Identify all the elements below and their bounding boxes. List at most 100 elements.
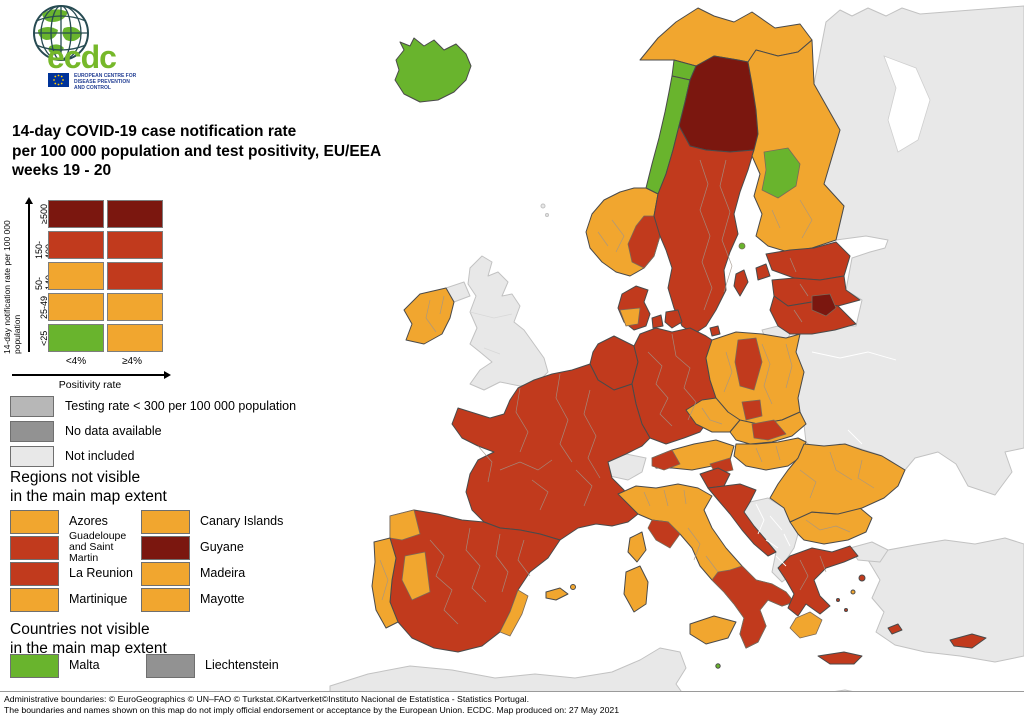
matrix-cell xyxy=(107,231,163,259)
map-title: 14-day COVID-19 case notification rate p… xyxy=(12,122,381,181)
footer-line-2: The boundaries and names shown on this m… xyxy=(4,704,620,715)
legend-swatch-no-data xyxy=(10,420,54,442)
matrix-cell xyxy=(48,200,104,228)
legend-item-malta: Malta xyxy=(10,653,146,678)
matrix-cells xyxy=(48,200,163,352)
matrix-cell xyxy=(48,324,104,352)
region-ireland xyxy=(403,287,455,345)
rate-positivity-matrix-legend: 14-day notification rate per 100 000 pop… xyxy=(0,196,190,396)
region-galicia xyxy=(389,509,421,541)
legend-item-liechtenstein: Liechtenstein xyxy=(146,653,321,678)
footer-line-1: Administrative boundaries: © EuroGeograp… xyxy=(4,694,529,704)
matrix-cell xyxy=(48,231,104,259)
region-austria-west xyxy=(651,449,681,471)
region-turkey-thrace xyxy=(849,541,889,563)
region-estonia xyxy=(765,241,851,281)
region-romania xyxy=(769,443,906,523)
region-spain-west xyxy=(401,551,431,601)
legend-item-la-reunion: La Reunion xyxy=(10,561,141,586)
regions-not-visible-heading: Regions not visible in the main map exte… xyxy=(10,469,167,505)
title-line-1: 14-day COVID-19 case notification rate xyxy=(12,123,297,140)
matrix-x-axis-arrow xyxy=(12,371,171,378)
region-poland-south xyxy=(741,399,763,421)
svg-text:AND CONTROL: AND CONTROL xyxy=(74,85,111,91)
title-line-3: weeks 19 - 20 xyxy=(12,162,112,179)
non-eu-country-borders xyxy=(755,351,897,567)
region-france xyxy=(451,363,651,541)
matrix-x-axis-label: Positivity rate xyxy=(58,379,122,391)
legend-swatch-guadeloupe xyxy=(10,535,59,560)
region-valencia xyxy=(499,589,529,637)
matrix-cell xyxy=(107,293,163,321)
region-corsica xyxy=(627,531,647,563)
legend-swatch-canary-islands xyxy=(141,509,190,534)
legend-swatch-azores xyxy=(10,509,59,534)
matrix-y-axis-arrow xyxy=(25,197,32,352)
region-zealand xyxy=(664,309,683,329)
region-crete xyxy=(817,651,863,665)
legend-swatch-testing-rate xyxy=(10,395,54,417)
region-cyprus xyxy=(949,633,987,649)
region-saaremaa xyxy=(755,263,771,281)
region-balearic-islands xyxy=(545,587,569,601)
region-shetland xyxy=(540,203,546,209)
matrix-col-label: <4% xyxy=(65,356,87,367)
logo-wordmark: ecdc xyxy=(47,39,116,75)
region-lesbos xyxy=(858,574,866,582)
svg-text:EUROPEAN CENTRE FOR: EUROPEAN CENTRE FOR xyxy=(74,73,137,79)
eu-countries xyxy=(371,7,987,669)
region-greece xyxy=(777,545,859,617)
region-funen xyxy=(651,314,664,329)
globe-icon xyxy=(33,5,89,61)
status-legend: Testing rate < 300 per 100 000 populatio… xyxy=(10,395,296,467)
matrix-cell xyxy=(107,262,163,290)
legend-swatch-madeira xyxy=(141,561,190,586)
matrix-y-axis-label: 14-day notification rate per 100 000 pop… xyxy=(2,220,22,354)
region-italy-south xyxy=(711,565,795,649)
legend-item-madeira: Madeira xyxy=(141,561,316,586)
white-sea xyxy=(883,55,931,153)
region-poland-central xyxy=(734,337,763,391)
region-aland xyxy=(738,242,746,250)
nuts-region-borders xyxy=(379,159,875,625)
region-russia-belarus-ukraine xyxy=(795,5,1024,496)
region-rhodes xyxy=(887,623,903,635)
uk-internal-borders xyxy=(469,311,513,355)
countries-not-visible-heading: Countries not visible in the main map ex… xyxy=(10,621,167,657)
eu-flag-icon xyxy=(48,73,69,87)
matrix-cell xyxy=(48,293,104,321)
map-footer: Administrative boundaries: © EuroGeograp… xyxy=(0,691,1024,720)
region-slovakia-central xyxy=(751,419,787,441)
region-finland xyxy=(747,39,845,253)
legend-item-azores: Azores xyxy=(10,509,141,534)
legend-swatch-martinique xyxy=(10,587,59,612)
legend-item-no-data: No data available xyxy=(10,420,296,442)
legend-item-martinique: Martinique xyxy=(10,587,141,612)
region-orkney xyxy=(545,213,549,217)
logo-org-name: EUROPEAN CENTRE FOR DISEASE PREVENTION A… xyxy=(74,73,137,91)
legend-item-guadeloupe: Guadeloupe and Saint Martin xyxy=(10,531,141,564)
legend-item-not-included: Not included xyxy=(10,445,296,467)
region-slovenia xyxy=(699,467,731,489)
legend-swatch-mayotte xyxy=(141,587,190,612)
svg-text:DISEASE PREVENTION: DISEASE PREVENTION xyxy=(74,79,130,85)
matrix-cell xyxy=(107,200,163,228)
region-norway-oslo xyxy=(627,215,661,269)
legend-swatch-malta xyxy=(10,653,59,678)
legend-item-guyane: Guyane xyxy=(141,535,316,560)
region-turkey xyxy=(867,537,1024,663)
region-denmark-south xyxy=(619,307,641,327)
countries-legend: Malta Liechtenstein xyxy=(10,653,321,680)
matrix-column-labels: <4% ≥4% xyxy=(48,356,166,367)
legend-item-testing-rate: Testing rate < 300 per 100 000 populatio… xyxy=(10,395,296,417)
region-aegean-island xyxy=(836,598,840,602)
matrix-cell xyxy=(48,262,104,290)
region-gotland xyxy=(733,269,749,297)
non-eu-landmass xyxy=(329,5,1024,720)
region-iceland xyxy=(394,37,472,103)
matrix-cell xyxy=(107,324,163,352)
legend-swatch-not-included xyxy=(10,445,54,467)
region-aegean-island xyxy=(844,608,848,612)
